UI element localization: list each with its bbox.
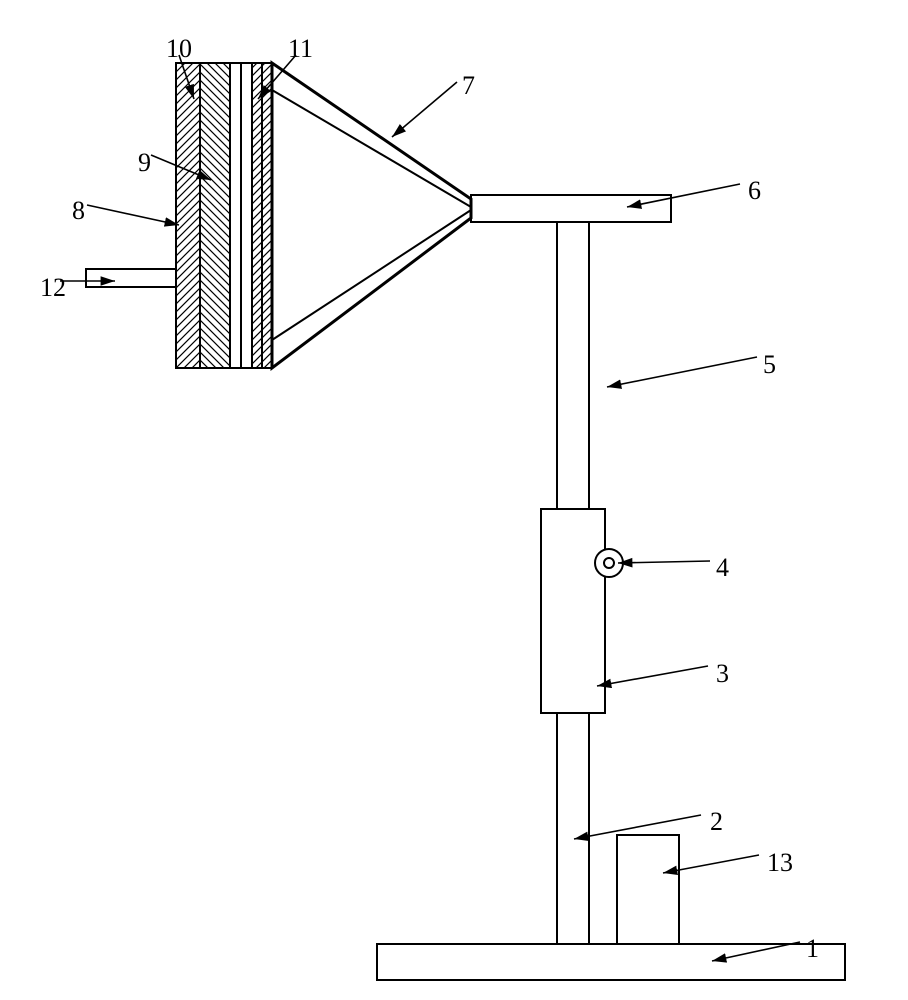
callout-9: 9: [138, 150, 151, 176]
callout-13: 13: [767, 850, 793, 876]
callout-5: 5: [763, 352, 776, 378]
callout-10: 10: [166, 36, 192, 62]
callout-4: 4: [716, 555, 729, 581]
callout-7: 7: [462, 73, 475, 99]
callout-6: 6: [748, 178, 761, 204]
callout-8: 8: [72, 198, 85, 224]
callout-3: 3: [716, 661, 729, 687]
callout-12: 12: [40, 275, 66, 301]
callout-2: 2: [710, 809, 723, 835]
callout-1: 1: [806, 936, 819, 962]
callout-11: 11: [288, 36, 313, 62]
